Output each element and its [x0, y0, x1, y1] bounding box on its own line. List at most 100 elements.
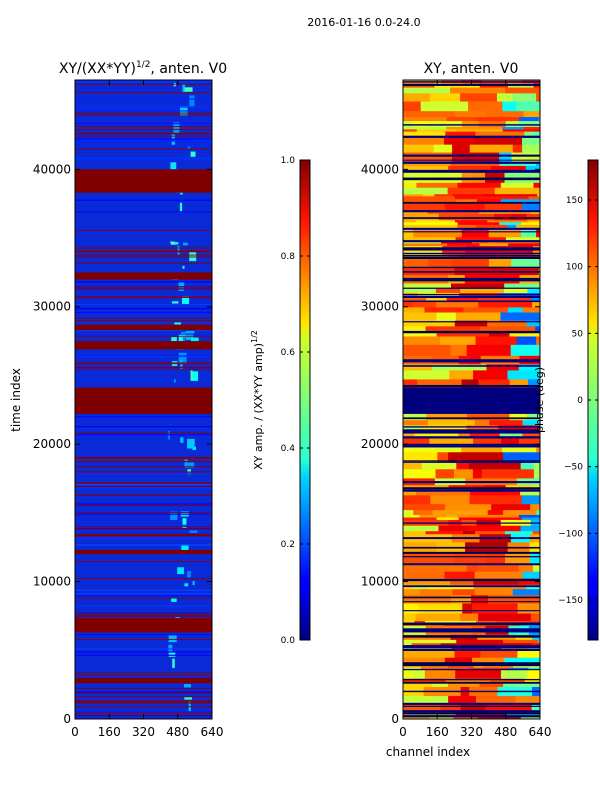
- phase-segment: [501, 436, 520, 446]
- phase-segment: [403, 639, 457, 644]
- phase-segment: [403, 369, 450, 380]
- phase-line: [403, 201, 540, 204]
- phase-segment: [429, 92, 461, 102]
- phase-line: [403, 279, 540, 281]
- phase-segment: [463, 306, 509, 313]
- phase-colorbar-tick-label: 50: [572, 329, 584, 339]
- phase-x-tick-label: 0: [399, 725, 407, 739]
- phase-line: [403, 300, 540, 303]
- amplitude-row: [75, 139, 212, 141]
- phase-segment: [503, 287, 528, 294]
- amplitude-streak: [190, 151, 196, 157]
- phase-segment: [403, 716, 430, 719]
- phase-line: [403, 585, 540, 588]
- phase-segment: [403, 92, 431, 102]
- phase-segment: [520, 489, 540, 496]
- phase-line: [403, 662, 540, 665]
- phase-line: [403, 487, 540, 490]
- amplitude-red-line: [75, 125, 212, 127]
- phase-segment: [417, 378, 463, 390]
- amplitude-colorbar-tick-label: 0.2: [281, 540, 295, 550]
- phase-y-tick-label: 20000: [361, 437, 399, 451]
- amplitude-streak: [190, 370, 193, 381]
- phase-segment: [527, 219, 540, 223]
- amplitude-row: [75, 483, 212, 486]
- phase-segment: [448, 681, 481, 687]
- phase-segment: [432, 363, 487, 371]
- amplitude-x-tick-label: 160: [98, 725, 121, 739]
- phase-segment: [472, 602, 519, 614]
- phase-segment: [528, 195, 540, 200]
- phase-segment: [403, 451, 438, 463]
- phase-segment: [403, 436, 430, 446]
- phase-segment: [504, 657, 540, 663]
- phase-segment: [487, 219, 529, 223]
- phase-segment: [403, 657, 446, 663]
- phase-segment: [455, 128, 504, 132]
- phase-segment: [478, 300, 533, 308]
- phase-segment: [508, 242, 540, 247]
- phase-segment: [452, 144, 471, 153]
- amplitude-row: [75, 593, 212, 595]
- amplitude-row: [75, 140, 212, 142]
- phase-segment: [483, 193, 538, 197]
- amplitude-red-line: [75, 132, 212, 134]
- phase-segment: [403, 602, 420, 614]
- phase-segment: [427, 258, 453, 268]
- phase-line: [403, 417, 540, 420]
- phase-segment: [403, 144, 435, 153]
- amplitude-red-line: [75, 466, 212, 468]
- phase-segment: [462, 602, 473, 614]
- phase-segment: [438, 213, 463, 221]
- amplitude-red-line: [75, 687, 212, 689]
- phase-segment: [473, 578, 519, 585]
- phase-segment: [490, 266, 540, 276]
- amplitude-streak: [182, 265, 185, 269]
- phase-segment: [463, 530, 476, 535]
- phase-colorbar-tick-label: −100: [558, 529, 583, 539]
- amplitude-row: [75, 605, 212, 607]
- phase-segment: [521, 517, 540, 520]
- phase-segment: [530, 503, 540, 511]
- amplitude-red-line: [75, 613, 212, 615]
- phase-segment: [521, 221, 540, 225]
- amplitude-row: [75, 425, 212, 428]
- phase-segment: [512, 588, 540, 596]
- phase-segment: [502, 101, 517, 112]
- phase-segment: [420, 667, 437, 670]
- phase-segment: [432, 509, 489, 515]
- amplitude-row: [75, 281, 212, 283]
- amplitude-red-line: [75, 432, 212, 434]
- phase-segment: [471, 657, 505, 663]
- phase-line: [403, 252, 540, 255]
- phase-segment: [507, 224, 517, 229]
- amplitude-streak: [178, 352, 187, 364]
- amplitude-row: [75, 651, 212, 653]
- phase-segment: [448, 165, 492, 173]
- phase-segment: [445, 678, 491, 683]
- amplitude-streak: [173, 379, 176, 383]
- phase-segment: [403, 494, 431, 505]
- phase-segment: [529, 551, 540, 564]
- amplitude-row: [75, 211, 212, 213]
- phase-segment: [419, 602, 463, 614]
- amplitude-red-line: [75, 578, 212, 579]
- phase-segment: [538, 283, 540, 289]
- phase-segment: [403, 468, 437, 479]
- phase-segment: [471, 171, 486, 183]
- phase-segment: [469, 494, 523, 505]
- amplitude-red-line: [75, 320, 212, 322]
- phase-segment: [446, 116, 477, 122]
- phase-segment: [403, 193, 424, 197]
- amplitude-streak: [184, 583, 189, 587]
- phase-segment: [436, 667, 469, 670]
- phase-line: [403, 460, 540, 462]
- phase-panel: XY, anten. V0 0 10000 20000 30000 40000 0 160 3…: [361, 61, 552, 759]
- amplitude-red-line: [75, 712, 212, 714]
- phase-segment: [505, 120, 520, 127]
- phase-segment: [474, 419, 490, 426]
- phase-segment: [421, 462, 457, 470]
- phase-segment: [403, 594, 452, 604]
- phase-segment: [403, 678, 447, 683]
